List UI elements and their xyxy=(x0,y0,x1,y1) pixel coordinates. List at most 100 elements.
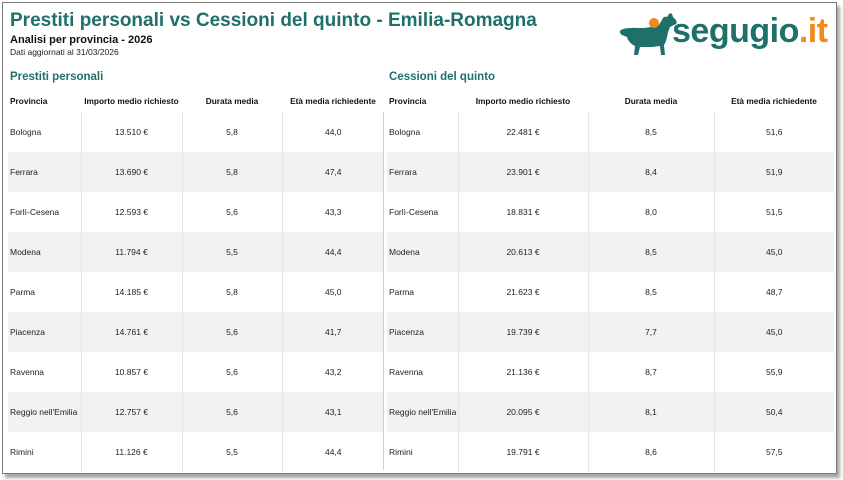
table-row: Bologna 22.481 €8,5 51,6 xyxy=(387,112,834,152)
value-cell: 22.481 € xyxy=(457,112,588,152)
value-cell: 11.126 € xyxy=(80,432,182,472)
column-header: Durata media xyxy=(205,96,259,106)
section-title-cessioni: Cessioni del quinto xyxy=(389,71,496,83)
value-cell: 5,6 xyxy=(181,312,282,352)
table-row: Ravenna 10.857 €5,6 43,2 xyxy=(8,352,384,392)
province-cell: Parma xyxy=(389,287,415,297)
value-cell: 13.510 € xyxy=(80,112,182,152)
segugio-logo[interactable]: segugio.it xyxy=(616,9,831,59)
province-cell: Modena xyxy=(387,232,458,272)
table-row: Bologna 13.510 €5,8 44,0 xyxy=(8,112,384,152)
value-cell: 50,4 xyxy=(713,392,834,432)
value-cell: 48,7 xyxy=(713,272,834,312)
table-row: Piacenza 14.761 €5,6 41,7 xyxy=(8,312,384,352)
update-date: Dati aggiornati al 31/03/2026 xyxy=(10,47,119,57)
column-header: Provincia xyxy=(389,96,427,106)
value-cell: 5,6 xyxy=(181,392,282,432)
value-cell: 8,7 xyxy=(587,352,714,392)
value-cell: 43,2 xyxy=(281,352,384,392)
value-cell: 8,5 xyxy=(587,112,714,152)
value-cell: 5,6 xyxy=(181,352,282,392)
value-cell: 41,7 xyxy=(281,312,384,352)
value-cell: 21.136 € xyxy=(457,352,588,392)
column-header: Importo medio richiesto xyxy=(475,96,571,106)
value-cell: 18.831 € xyxy=(457,192,588,232)
table-row: Ferrara 13.690 €5,8 47,4 xyxy=(8,152,384,192)
table-header-row: Provincia Importo medio richiesto Durata m… xyxy=(8,90,384,112)
table-row: Forlì-Cesena 12.593 €5,6 43,3 xyxy=(8,192,384,232)
table-row: Reggio nell'Emilia 20.095 €8,1 50,4 xyxy=(387,392,834,432)
page-title: Prestiti personali vs Cessioni del quint… xyxy=(10,10,537,31)
value-cell: 21.623 € xyxy=(457,272,588,312)
value-cell: 8,5 xyxy=(587,232,714,272)
value-cell: 5,5 xyxy=(181,232,282,272)
table-divider xyxy=(383,112,384,470)
table-header-row: Provincia Importo medio richiesto Durata m… xyxy=(387,90,834,112)
province-cell: Forlì-Cesena xyxy=(389,207,439,217)
value-cell: 44,0 xyxy=(281,112,384,152)
logo-text: segugio xyxy=(672,12,799,50)
column-header: Importo medio richiesto xyxy=(84,96,179,106)
value-cell: 51,6 xyxy=(713,112,834,152)
value-cell: 23.901 € xyxy=(457,152,588,192)
value-cell: 44,4 xyxy=(281,232,384,272)
column-header: Provincia xyxy=(10,96,48,106)
province-cell: Ferrara xyxy=(8,152,81,192)
province-cell: Bologna xyxy=(389,127,421,137)
value-cell: 14.185 € xyxy=(80,272,182,312)
value-cell: 43,1 xyxy=(281,392,384,432)
province-cell: Ravenna xyxy=(10,367,45,377)
column-header: Età media richiedente xyxy=(290,96,376,106)
value-cell: 5,8 xyxy=(181,152,282,192)
table-row: Modena 20.613 €8,5 45,0 xyxy=(387,232,834,272)
value-cell: 19.791 € xyxy=(457,432,588,472)
value-cell: 51,5 xyxy=(713,192,834,232)
value-cell: 5,8 xyxy=(181,272,282,312)
province-cell: Piacenza xyxy=(8,312,81,352)
table-row: Reggio nell'Emilia 12.757 €5,6 43,1 xyxy=(8,392,384,432)
table-row: Forlì-Cesena 18.831 €8,0 51,5 xyxy=(387,192,834,232)
page-subtitle: Analisi per provincia - 2026 xyxy=(10,34,153,46)
table-row: Rimini 19.791 €8,6 57,5 xyxy=(387,432,834,472)
value-cell: 5,5 xyxy=(181,432,282,472)
table-row: Parma 14.185 €5,8 45,0 xyxy=(8,272,384,312)
value-cell: 12.593 € xyxy=(80,192,182,232)
prestiti-table: Provincia Importo medio richiesto Durata m… xyxy=(8,90,384,472)
value-cell: 10.857 € xyxy=(80,352,182,392)
province-cell: Bologna xyxy=(10,127,42,137)
province-cell: Ferrara xyxy=(387,152,458,192)
dog-icon xyxy=(619,13,677,55)
table-row: Parma 21.623 €8,5 48,7 xyxy=(387,272,834,312)
logo-suffix: .it xyxy=(798,12,828,50)
value-cell: 45,0 xyxy=(713,232,834,272)
value-cell: 8,5 xyxy=(587,272,714,312)
value-cell: 20.613 € xyxy=(457,232,588,272)
value-cell: 51,9 xyxy=(713,152,834,192)
table-row: Rimini 11.126 €5,5 44,4 xyxy=(8,432,384,472)
province-cell: Parma xyxy=(10,287,36,297)
value-cell: 5,6 xyxy=(181,192,282,232)
province-cell: Piacenza xyxy=(387,312,458,352)
value-cell: 11.794 € xyxy=(80,232,182,272)
cessioni-table: Provincia Importo medio richiesto Durata m… xyxy=(387,90,834,472)
value-cell: 44,4 xyxy=(281,432,384,472)
value-cell: 8,0 xyxy=(587,192,714,232)
table-row: Ferrara 23.901 €8,4 51,9 xyxy=(387,152,834,192)
value-cell: 5,8 xyxy=(181,112,282,152)
value-cell: 19.739 € xyxy=(457,312,588,352)
value-cell: 8,1 xyxy=(587,392,714,432)
province-cell: Rimini xyxy=(389,447,413,457)
province-cell: Reggio nell'Emilia xyxy=(387,392,458,432)
section-title-prestiti: Prestiti personali xyxy=(10,71,104,83)
value-cell: 55,9 xyxy=(713,352,834,392)
province-cell: Ravenna xyxy=(389,367,424,377)
value-cell: 45,0 xyxy=(713,312,834,352)
table-row: Piacenza 19.739 €7,7 45,0 xyxy=(387,312,834,352)
value-cell: 47,4 xyxy=(281,152,384,192)
province-cell: Modena xyxy=(8,232,81,272)
value-cell: 13.690 € xyxy=(80,152,182,192)
value-cell: 8,4 xyxy=(587,152,714,192)
column-header: Durata media xyxy=(624,96,678,106)
value-cell: 20.095 € xyxy=(457,392,588,432)
province-cell: Forlì-Cesena xyxy=(10,207,60,217)
